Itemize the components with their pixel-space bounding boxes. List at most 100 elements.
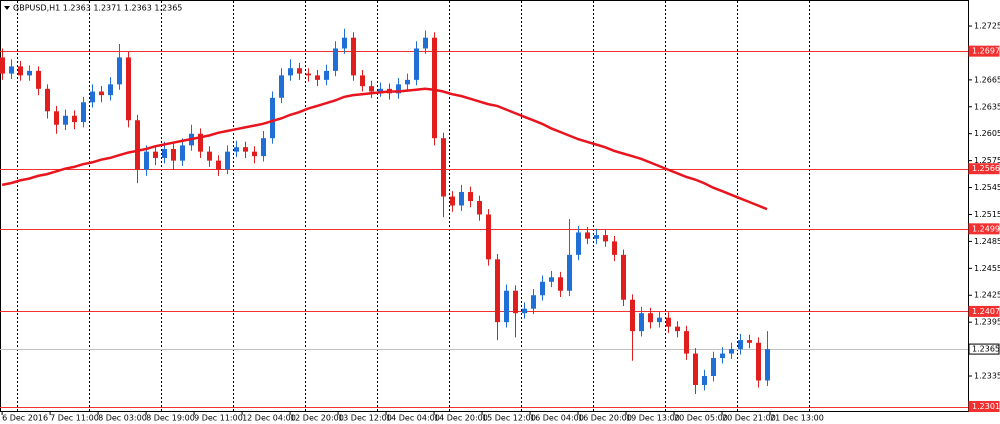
candle-body <box>261 138 266 157</box>
candle-body <box>342 37 347 49</box>
candle-body <box>36 70 41 89</box>
candle-body <box>252 151 257 157</box>
level-label-box <box>968 401 1000 413</box>
y-tick-label: 1.2665 <box>974 75 1000 84</box>
candle-body <box>621 254 626 300</box>
candle-body <box>702 376 707 385</box>
x-tick-label: 8 Dec 03:00 <box>98 414 147 423</box>
candle-body <box>63 115 68 125</box>
candle-body <box>639 313 644 332</box>
x-tick-label: 21 Dec 13:00 <box>770 414 824 423</box>
candle-body <box>324 70 329 80</box>
candle-body <box>594 235 599 239</box>
candle-body <box>369 86 374 92</box>
candle-body <box>765 349 770 381</box>
candle-body <box>333 48 338 71</box>
candle-body <box>126 57 131 121</box>
candle-body <box>756 342 761 381</box>
level-label: 1.2365 <box>972 345 1000 354</box>
x-tick-label: 15 Dec 12:00 <box>482 414 536 423</box>
level-label-box <box>968 45 1000 57</box>
candle-body <box>495 259 500 323</box>
level-label-box <box>968 343 1000 355</box>
candle-body <box>180 145 185 161</box>
x-tick-label: 12 Dec 20:00 <box>290 414 344 423</box>
candle-body <box>54 111 59 125</box>
candle-body <box>279 75 284 98</box>
x-tick-label: 20 Dec 21:00 <box>722 414 776 423</box>
level-label-box <box>968 305 1000 317</box>
candle-body <box>522 308 527 314</box>
level-label: 1.2407 <box>972 307 1000 316</box>
candle-body <box>99 91 104 96</box>
y-tick-label: 1.2635 <box>974 102 1000 111</box>
x-tick-label: 13 Dec 12:00 <box>338 414 392 423</box>
candle-body <box>288 68 293 76</box>
candle-body <box>720 353 725 359</box>
x-tick-label: 14 Dec 20:00 <box>434 414 488 423</box>
x-tick-label: 7 Dec 11:00 <box>50 414 99 423</box>
candle-body <box>612 241 617 255</box>
candle-body <box>27 70 32 76</box>
candle-body <box>504 290 509 323</box>
candle-body <box>306 73 311 76</box>
candle-body <box>657 317 662 323</box>
moving-average <box>1 87 768 211</box>
level-label-box <box>968 223 1000 235</box>
candle-body <box>531 295 536 309</box>
plot-frame <box>0 0 969 412</box>
y-tick-label: 1.2545 <box>974 183 1000 192</box>
candle-body <box>459 192 464 206</box>
candle-body <box>9 66 14 74</box>
candle-body <box>576 232 581 255</box>
candle-body <box>81 102 86 123</box>
candle-body <box>360 75 365 87</box>
x-tick-label: 8 Dec 19:00 <box>146 414 195 423</box>
candle-body <box>225 151 230 170</box>
candle-body <box>108 84 113 96</box>
candle-body <box>585 232 590 239</box>
candle-body <box>135 120 140 170</box>
candle-body <box>45 88 50 112</box>
candle-body <box>693 353 698 385</box>
candle-body <box>198 133 203 152</box>
candle-body <box>90 91 95 103</box>
candle-body <box>18 66 23 76</box>
candle-body <box>297 68 302 74</box>
x-tick-label: 12 Dec 04:00 <box>242 414 296 423</box>
candle-body <box>207 151 212 161</box>
candle-body <box>711 358 716 377</box>
chart-header: GBPUSD,H1 1.2363 1.2371 1.2363 1.2365 <box>13 4 182 13</box>
y-tick-label: 1.2725 <box>974 22 1000 31</box>
level-label: 1.2499 <box>972 224 1000 233</box>
candle-body <box>162 148 167 158</box>
candle-body <box>747 340 752 343</box>
candle-body <box>441 138 446 197</box>
candle-body <box>117 57 122 85</box>
candle-body <box>486 214 491 260</box>
candle-body <box>603 235 608 242</box>
candle-body <box>270 97 275 139</box>
candle-body <box>729 349 734 354</box>
x-tick-label: 20 Dec 05:00 <box>674 414 728 423</box>
candle-body <box>549 277 554 282</box>
menu-arrow[interactable] <box>4 6 10 10</box>
candle-body <box>0 57 5 74</box>
candle-body <box>540 281 545 296</box>
level-label-box <box>968 163 1000 175</box>
candle-body <box>432 37 437 139</box>
candle-body <box>423 37 428 49</box>
level-label: 1.2301 <box>972 402 1000 411</box>
candle-body <box>468 192 473 202</box>
candle-body <box>630 299 635 332</box>
x-tick-label: 16 Dec 20:00 <box>578 414 632 423</box>
candle-body <box>666 317 671 327</box>
candle-body <box>171 148 176 161</box>
candle-body <box>513 290 518 314</box>
y-tick-label: 1.2485 <box>974 237 1000 246</box>
y-tick-label: 1.2575 <box>974 156 1000 165</box>
candle-body <box>738 340 743 350</box>
x-tick-label: 6 Dec 2016 <box>2 414 48 423</box>
